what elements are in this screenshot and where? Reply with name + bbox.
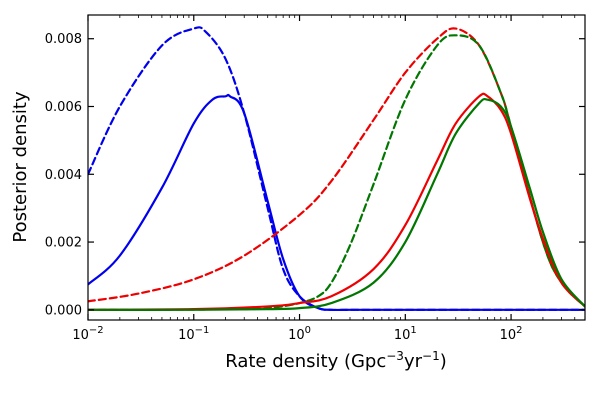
- series-line-6: [88, 97, 585, 311]
- y-axis-title: Posterior density: [10, 91, 31, 243]
- y-tick-label: 0.008: [45, 32, 82, 47]
- y-tick-label: 0.004: [45, 168, 82, 183]
- series-line-4: [88, 34, 585, 311]
- x-tick-label: 101: [394, 325, 417, 343]
- y-tick-label: 0.000: [45, 303, 82, 318]
- x-tick-label: 100: [288, 325, 311, 343]
- series-line-3: [88, 27, 585, 308]
- series-line-1: [88, 26, 585, 312]
- x-tick-label: 10−2: [72, 325, 103, 343]
- series-line-5: [88, 92, 585, 311]
- plot-area: [88, 26, 585, 312]
- x-tick-label: 10−1: [178, 325, 209, 343]
- y-tick-label: 0.006: [45, 100, 82, 115]
- y-axis: 0.000 0.002 0.004 0.006 0.008: [45, 32, 585, 318]
- x-axis: 10−2 10−1 100 101 102: [72, 15, 586, 343]
- x-axis-title: Rate density (Gpc−3yr−1): [225, 349, 447, 372]
- y-tick-label: 0.002: [45, 236, 82, 251]
- x-tick-label: 102: [500, 325, 523, 343]
- plot-frame: [87, 14, 586, 321]
